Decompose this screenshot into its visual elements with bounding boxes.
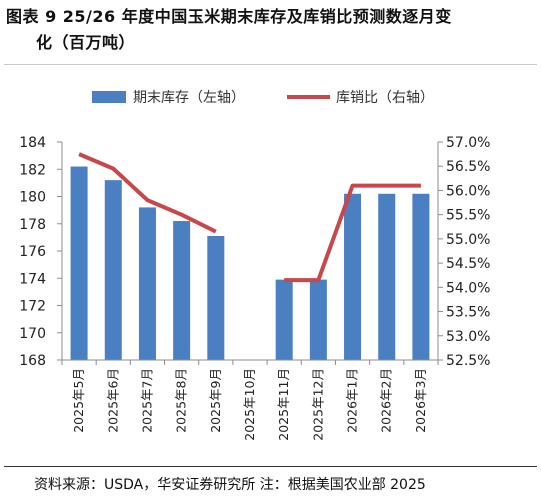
right-tick-label: 56.5%: [446, 159, 490, 175]
left-tick-label: 172: [19, 299, 46, 315]
line-series: [78, 152, 421, 283]
legend-swatch-bar: [92, 91, 126, 103]
x-tick-label: 2025年7月: [139, 368, 154, 433]
bar: [138, 207, 156, 360]
left-tick-label: 174: [19, 271, 46, 287]
bar: [207, 236, 225, 360]
left-tick-label: 182: [19, 162, 46, 178]
x-tick-label: 2026年3月: [413, 368, 428, 433]
bar: [173, 221, 191, 360]
bar: [309, 279, 327, 360]
left-tick-label: 178: [19, 217, 46, 233]
legend-label-line: 库销比（右轴）: [336, 90, 434, 106]
title-divider: [4, 64, 537, 65]
left-tick-label: 170: [19, 326, 46, 342]
legend: 期末库存（左轴） 库销比（右轴）: [92, 90, 434, 106]
bar-series: [70, 166, 430, 360]
series-line: [284, 183, 421, 283]
footer-divider: [4, 466, 537, 467]
axes: 168 170 172 174 176 178 180 182 184 52.5% 53.0% 53.…: [19, 135, 490, 441]
right-tick-label: 57.0%: [446, 135, 490, 151]
chart-title-line2: 化（百万吨）: [36, 33, 136, 52]
right-tick-label: 56.0%: [446, 183, 490, 199]
left-tick-label: 180: [19, 190, 46, 206]
source-note: 资料来源：USDA，华安证券研究所 注：根据美国农业部 2025: [34, 477, 426, 493]
left-tick-label: 176: [19, 244, 46, 260]
right-tick-label: 52.5%: [446, 353, 490, 369]
right-tick-label: 54.0%: [446, 280, 490, 296]
x-tick-label: 2025年5月: [71, 368, 86, 433]
x-tick-label: 2026年1月: [345, 368, 360, 433]
bar: [70, 166, 88, 360]
right-tick-label: 55.0%: [446, 232, 490, 248]
bar: [412, 193, 430, 360]
x-tick-label: 2025年12月: [310, 368, 325, 441]
bar: [275, 279, 293, 360]
right-tick-label: 55.5%: [446, 208, 490, 224]
chart-title-line1: 图表 9 25/26 年度中国玉米期末库存及库销比预测数逐月变: [6, 7, 452, 26]
x-tick-label: 2025年9月: [208, 368, 223, 433]
right-tick-label: 53.0%: [446, 329, 490, 345]
legend-label-bar: 期末库存（左轴）: [133, 90, 245, 106]
series-line: [78, 152, 217, 234]
x-tick-label: 2025年10月: [242, 368, 257, 441]
right-tick-label: 54.5%: [446, 256, 490, 272]
bar: [344, 193, 362, 360]
x-tick-label: 2025年11月: [276, 368, 291, 441]
left-tick-label: 184: [19, 135, 46, 151]
x-tick-label: 2025年8月: [174, 368, 189, 433]
right-tick-label: 53.5%: [446, 305, 490, 321]
x-tick-label: 2025年6月: [105, 368, 120, 433]
left-tick-label: 168: [19, 353, 46, 369]
x-tick-label: 2026年2月: [379, 368, 394, 433]
bar: [378, 193, 396, 360]
chart-title: 图表 9 25/26 年度中国玉米期末库存及库销比预测数逐月变 化（百万吨）: [6, 4, 536, 56]
bar: [104, 180, 122, 360]
